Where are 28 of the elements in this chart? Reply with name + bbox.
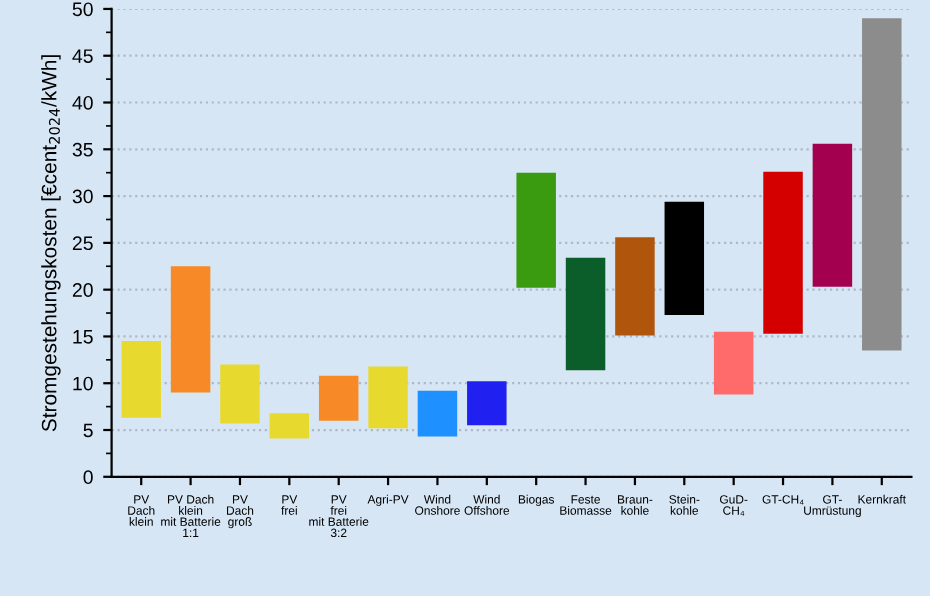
bar [615, 237, 655, 336]
bar [368, 366, 408, 429]
y-tick-label: 25 [72, 236, 93, 251]
bar [664, 201, 705, 315]
bar [713, 331, 754, 395]
bar [318, 375, 359, 421]
bar [467, 381, 507, 426]
y-tick-label: 50 [72, 2, 93, 17]
y-tick-label: 5 [83, 423, 93, 438]
bar [862, 18, 902, 351]
y-tick-label: 0 [83, 470, 93, 485]
y-tick-label: 15 [73, 330, 93, 344]
bar [516, 172, 556, 288]
y-tick-label: 10 [73, 376, 93, 391]
y-tick-label: 35 [72, 142, 93, 157]
bar [417, 390, 458, 437]
y-tick-label: 40 [72, 95, 93, 110]
bar [170, 266, 211, 393]
y-tick-label: 20 [72, 283, 93, 297]
y-tick-label: 45 [72, 49, 93, 63]
bar [220, 364, 260, 424]
bar [565, 257, 606, 371]
bar [121, 341, 161, 418]
y-axis-title: Stromgestehungskosten [€cent$_{2024}$/kWh] [41, 55, 61, 432]
y-tick-label: 30 [72, 189, 93, 204]
bar [763, 171, 803, 334]
bar [812, 143, 853, 287]
bar [269, 413, 310, 439]
